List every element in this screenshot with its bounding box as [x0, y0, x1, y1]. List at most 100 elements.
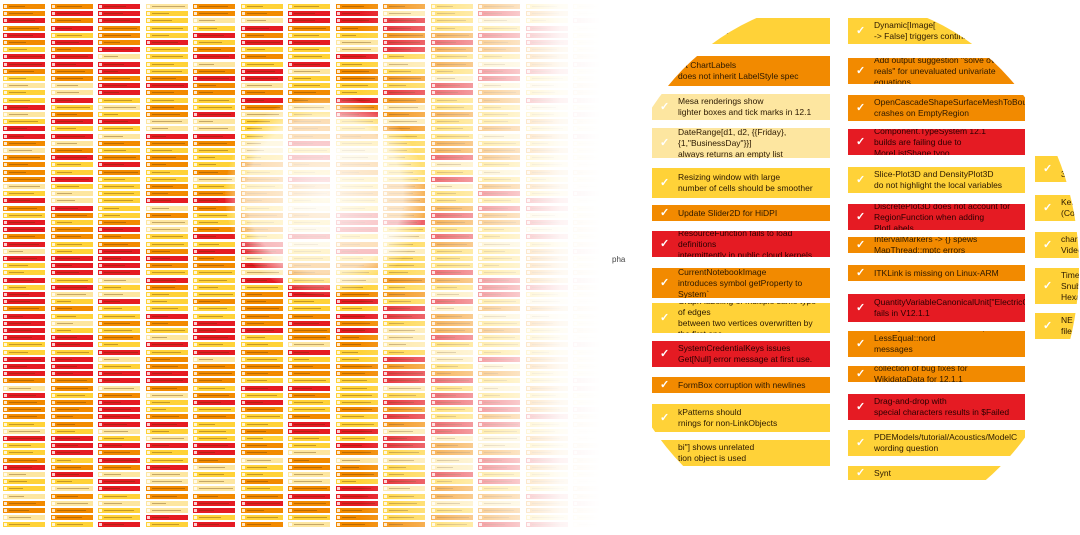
- check-icon: [4, 358, 7, 361]
- background-ticket: [193, 364, 235, 369]
- background-ticket: [193, 242, 235, 247]
- background-ticket: [193, 386, 235, 391]
- ticket-text-line: [437, 100, 457, 101]
- background-ticket: [383, 479, 425, 484]
- ticket-text-line: [437, 78, 455, 79]
- ticket-text-line: [57, 323, 74, 324]
- background-ticket: [288, 342, 330, 347]
- ticket-text-line: [294, 488, 327, 489]
- check-icon: ✓: [856, 303, 870, 314]
- check-icon: [4, 41, 7, 44]
- background-ticket: [98, 112, 140, 117]
- check-icon: [337, 34, 340, 37]
- check-icon: [194, 19, 197, 22]
- background-ticket: [478, 177, 520, 182]
- background-ticket: [146, 206, 188, 211]
- check-icon: [574, 516, 577, 519]
- ticket-tile: ✓ Add output suggestion "solve over the r…: [848, 58, 1025, 84]
- ticket-text-line: [247, 488, 271, 489]
- ticket-text-line: [199, 424, 215, 425]
- background-ticket: [3, 206, 45, 211]
- background-ticket: [288, 11, 330, 16]
- ticket-tile: ✓ Slice-Plot3D and DensityPlot3D do not h…: [848, 167, 1025, 193]
- ticket-text-line: [104, 359, 119, 360]
- check-icon: [337, 300, 340, 303]
- background-ticket: [241, 62, 283, 67]
- check-icon: [574, 408, 577, 411]
- check-icon: [337, 351, 340, 354]
- check-icon: [4, 437, 7, 440]
- background-ticket: [3, 357, 45, 362]
- check-icon: [52, 394, 55, 397]
- ticket-text-line: [104, 179, 125, 180]
- ticket-tile: ✓ Mesa renderings show lighter boxes and …: [652, 94, 830, 120]
- ticket-text-line: [342, 35, 356, 36]
- check-icon: [479, 27, 482, 30]
- ticket-text-line: [57, 229, 81, 230]
- check-icon: [527, 257, 530, 260]
- check-icon: [242, 516, 245, 519]
- background-ticket: [146, 40, 188, 45]
- check-icon: [432, 451, 435, 454]
- ticket-text-line: [152, 517, 169, 518]
- check-icon: [574, 70, 577, 73]
- check-icon: [574, 307, 577, 310]
- ticket-title: kPatterns should rnings for non-LinkObje…: [678, 407, 777, 429]
- ticket-text-line: [579, 6, 611, 7]
- background-ticket: [193, 508, 235, 513]
- check-icon: [194, 480, 197, 483]
- check-icon: [194, 257, 197, 260]
- check-icon: [479, 48, 482, 51]
- ticket-text-line: [579, 121, 602, 122]
- ticket-text-line: [389, 395, 416, 396]
- background-ticket: [526, 486, 568, 491]
- ticket-text-line: [104, 251, 132, 252]
- check-icon: [194, 459, 197, 462]
- ticket-tile: ✓ FormBox corruption with newlines: [652, 377, 830, 393]
- ticket-text-line: [532, 409, 560, 410]
- background-ticket: [3, 213, 45, 218]
- ticket-text-line: [294, 481, 322, 482]
- ticket-text-line: [437, 395, 457, 396]
- check-icon: [527, 307, 530, 310]
- ticket-text-line: [437, 114, 469, 115]
- background-ticket: [526, 69, 568, 74]
- background-ticket: [573, 162, 615, 167]
- ticket-text-line: [247, 330, 274, 331]
- ticket-text-line: [389, 42, 420, 43]
- check-icon: [99, 293, 102, 296]
- background-ticket: [193, 465, 235, 470]
- ticket-text-line: [389, 481, 416, 482]
- ticket-text-line: [484, 13, 502, 14]
- background-ticket: [193, 47, 235, 52]
- check-icon: [432, 113, 435, 116]
- ticket-text-line: [342, 524, 365, 525]
- ticket-text-line: [389, 424, 404, 425]
- check-icon: [4, 509, 7, 512]
- ticket-text-line: [484, 200, 511, 201]
- check-icon: [574, 336, 577, 339]
- background-ticket: [573, 364, 615, 369]
- check-icon: [52, 437, 55, 440]
- ticket-text-line: [579, 517, 600, 518]
- check-icon: [194, 300, 197, 303]
- check-icon: [147, 250, 150, 253]
- check-icon: [337, 516, 340, 519]
- ticket-text-line: [532, 244, 551, 245]
- ticket-text-line: [104, 157, 136, 158]
- ticket-text-line: [57, 172, 73, 173]
- check-icon: [479, 163, 482, 166]
- background-ticket: [336, 508, 378, 513]
- background-ticket: [526, 335, 568, 340]
- ticket-text-line: [9, 28, 39, 29]
- check-icon: [147, 84, 150, 87]
- ticket-text-line: [342, 352, 358, 353]
- ticket-text-line: [437, 474, 462, 475]
- ticket-text-line: [9, 323, 31, 324]
- check-icon: [527, 466, 530, 469]
- ticket-text-line: [294, 409, 325, 410]
- background-ticket: [431, 83, 473, 88]
- check-icon: [147, 300, 150, 303]
- check-icon: [194, 351, 197, 354]
- background-ticket: [383, 458, 425, 463]
